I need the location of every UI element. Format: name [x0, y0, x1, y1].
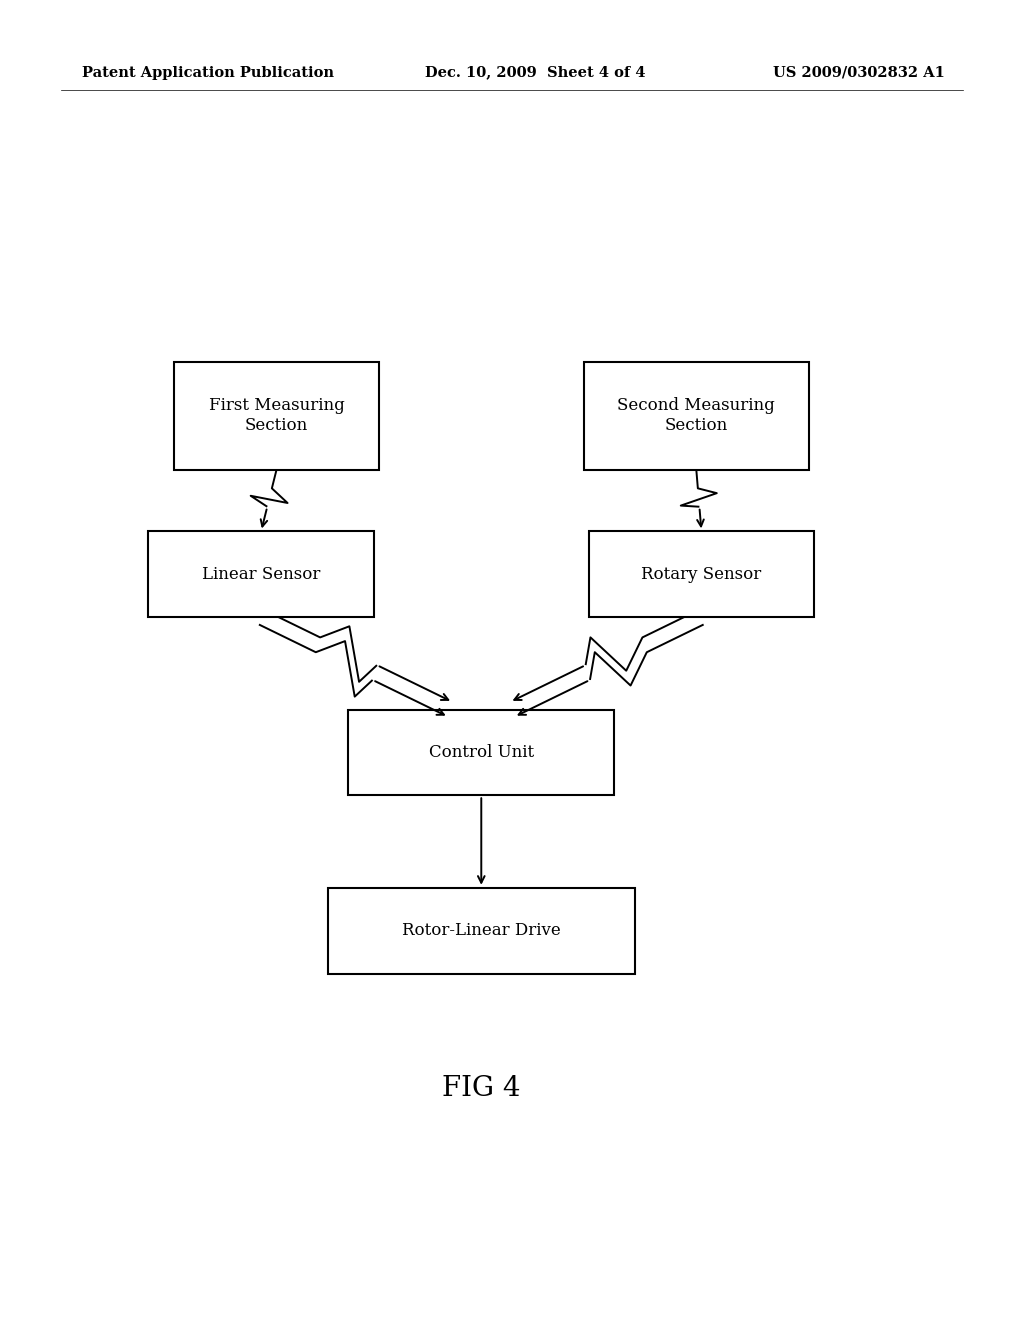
- Text: Second Measuring
Section: Second Measuring Section: [617, 397, 775, 434]
- Text: US 2009/0302832 A1: US 2009/0302832 A1: [773, 66, 945, 79]
- Text: Control Unit: Control Unit: [429, 744, 534, 760]
- Bar: [584, 362, 809, 470]
- Bar: [589, 532, 814, 618]
- Text: Linear Sensor: Linear Sensor: [202, 566, 321, 582]
- Text: Rotor-Linear Drive: Rotor-Linear Drive: [401, 923, 561, 939]
- Text: First Measuring
Section: First Measuring Section: [209, 397, 344, 434]
- Text: FIG 4: FIG 4: [442, 1076, 520, 1102]
- Text: Patent Application Publication: Patent Application Publication: [82, 66, 334, 79]
- Bar: [148, 532, 374, 618]
- Bar: [174, 362, 379, 470]
- Bar: [328, 888, 635, 974]
- Text: Rotary Sensor: Rotary Sensor: [641, 566, 762, 582]
- Bar: [348, 710, 614, 795]
- Text: Dec. 10, 2009  Sheet 4 of 4: Dec. 10, 2009 Sheet 4 of 4: [425, 66, 645, 79]
